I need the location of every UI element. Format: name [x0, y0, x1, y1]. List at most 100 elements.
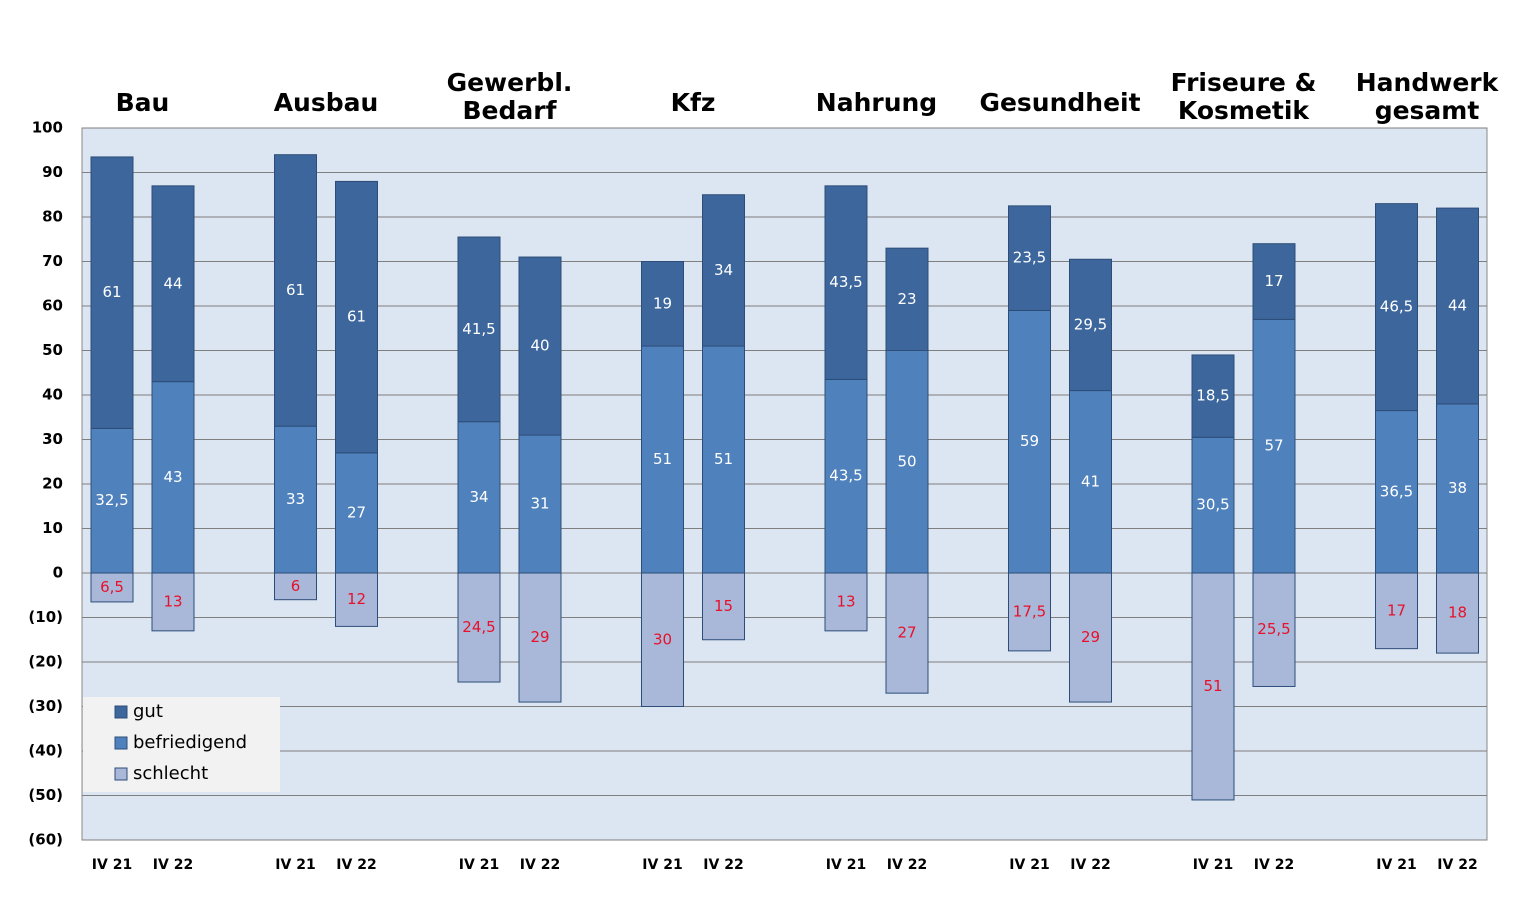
- bar-segment: [824, 572, 868, 632]
- value-label: 51: [714, 450, 733, 468]
- x-tick-label: IV 21: [459, 857, 499, 873]
- x-tick-label: IV 22: [887, 857, 927, 873]
- value-label: 18,5: [1196, 387, 1229, 405]
- bar-segment: [1375, 410, 1418, 574]
- bar-segment: [1252, 243, 1296, 320]
- y-tick-label: 50: [42, 341, 63, 359]
- legend-label: befriedigend: [133, 732, 247, 753]
- bar-segment: [90, 427, 134, 574]
- value-label: 29: [1081, 628, 1100, 646]
- x-tick-label: IV 21: [642, 857, 682, 873]
- x-tick-label: IV 21: [1376, 857, 1416, 873]
- value-label: 38: [1448, 479, 1467, 497]
- bar-segment: [1191, 572, 1235, 801]
- group-label: Gesundheit: [979, 88, 1140, 117]
- bar-segment: [151, 572, 195, 632]
- bar-segment: [274, 425, 317, 574]
- group-label: Friseure &: [1171, 68, 1317, 97]
- x-tick-label: IV 21: [1193, 857, 1233, 873]
- bar-segment: [1436, 572, 1479, 654]
- bar-segment: [90, 156, 134, 429]
- value-label: 13: [163, 592, 182, 610]
- value-label: 30: [653, 630, 672, 648]
- y-tick-label: 40: [42, 386, 63, 404]
- group-label: Gewerbl.: [447, 68, 573, 97]
- bar-segment: [1252, 318, 1296, 574]
- group-label: Nahrung: [816, 88, 937, 117]
- bar-segment: [518, 434, 562, 574]
- legend-swatch: [114, 736, 128, 750]
- value-label: 61: [286, 281, 305, 299]
- bar-segment: [457, 236, 501, 423]
- x-tick-label: IV 21: [1009, 857, 1049, 873]
- bar-segment: [518, 572, 562, 703]
- y-tick-label: 20: [42, 475, 63, 493]
- bar-segment: [1375, 203, 1418, 412]
- value-label: 33: [286, 490, 305, 508]
- legend-label: gut: [133, 701, 163, 722]
- value-label: 13: [836, 592, 855, 610]
- value-label: 41: [1081, 472, 1100, 490]
- bar-segment: [90, 572, 134, 603]
- value-label: 44: [163, 274, 182, 292]
- bar-segment: [335, 180, 378, 454]
- bar-segment: [1191, 354, 1235, 438]
- y-tick-label: 60: [42, 297, 63, 315]
- value-label: 40: [530, 337, 549, 355]
- bar-segment: [1069, 258, 1112, 392]
- value-label: 25,5: [1257, 620, 1290, 638]
- value-label: 46,5: [1380, 298, 1413, 316]
- value-label: 6: [291, 577, 301, 595]
- bar-segment: [641, 261, 684, 347]
- y-tick-label: 90: [42, 163, 63, 181]
- x-tick-label: IV 22: [1070, 857, 1110, 873]
- value-label: 30,5: [1196, 496, 1229, 514]
- x-tick-label: IV 21: [92, 857, 132, 873]
- value-label: 12: [347, 590, 366, 608]
- bar-segment: [1436, 207, 1479, 405]
- bar-segment: [274, 572, 317, 601]
- value-label: 27: [897, 624, 916, 642]
- value-label: 50: [897, 452, 916, 470]
- value-label: 34: [714, 261, 733, 279]
- group-label: Handwerk: [1356, 68, 1500, 97]
- legend-swatch: [114, 767, 128, 781]
- x-tick-label: IV 22: [153, 857, 193, 873]
- bar-segment: [885, 572, 929, 694]
- bar-segment: [457, 421, 501, 574]
- value-label: 18: [1448, 604, 1467, 622]
- value-label: 61: [347, 308, 366, 326]
- value-label: 6,5: [100, 578, 124, 596]
- group-label: gesamt: [1375, 96, 1480, 125]
- bar-segment: [335, 572, 378, 627]
- bar-segment: [1252, 572, 1296, 687]
- group-label: Kfz: [671, 88, 716, 117]
- value-label: 15: [714, 597, 733, 615]
- y-tick-label: (20): [28, 653, 63, 671]
- y-tick-label: 10: [42, 519, 63, 537]
- bar-segment: [1191, 436, 1235, 574]
- y-tick-label: 0: [53, 564, 63, 582]
- bar-segment: [1008, 572, 1051, 652]
- bar-segment: [151, 381, 195, 574]
- value-label: 17: [1264, 272, 1283, 290]
- value-label: 51: [1203, 677, 1222, 695]
- bar-segment: [1375, 572, 1418, 650]
- value-label: 17,5: [1013, 602, 1046, 620]
- bar-segment: [1008, 309, 1051, 574]
- bar-segment: [641, 572, 684, 707]
- x-tick-label: IV 22: [1437, 857, 1477, 873]
- bar-segment: [702, 194, 745, 347]
- bar-segment: [151, 185, 195, 383]
- value-label: 41,5: [462, 320, 495, 338]
- value-label: 29: [530, 628, 549, 646]
- x-tick-label: IV 22: [703, 857, 743, 873]
- value-label: 51: [653, 450, 672, 468]
- bar-segment: [702, 345, 745, 574]
- x-tick-label: IV 22: [1254, 857, 1294, 873]
- value-label: 19: [653, 294, 672, 312]
- x-tick-label: IV 21: [826, 857, 866, 873]
- legend-swatch: [114, 705, 128, 719]
- value-label: 43,5: [829, 467, 862, 485]
